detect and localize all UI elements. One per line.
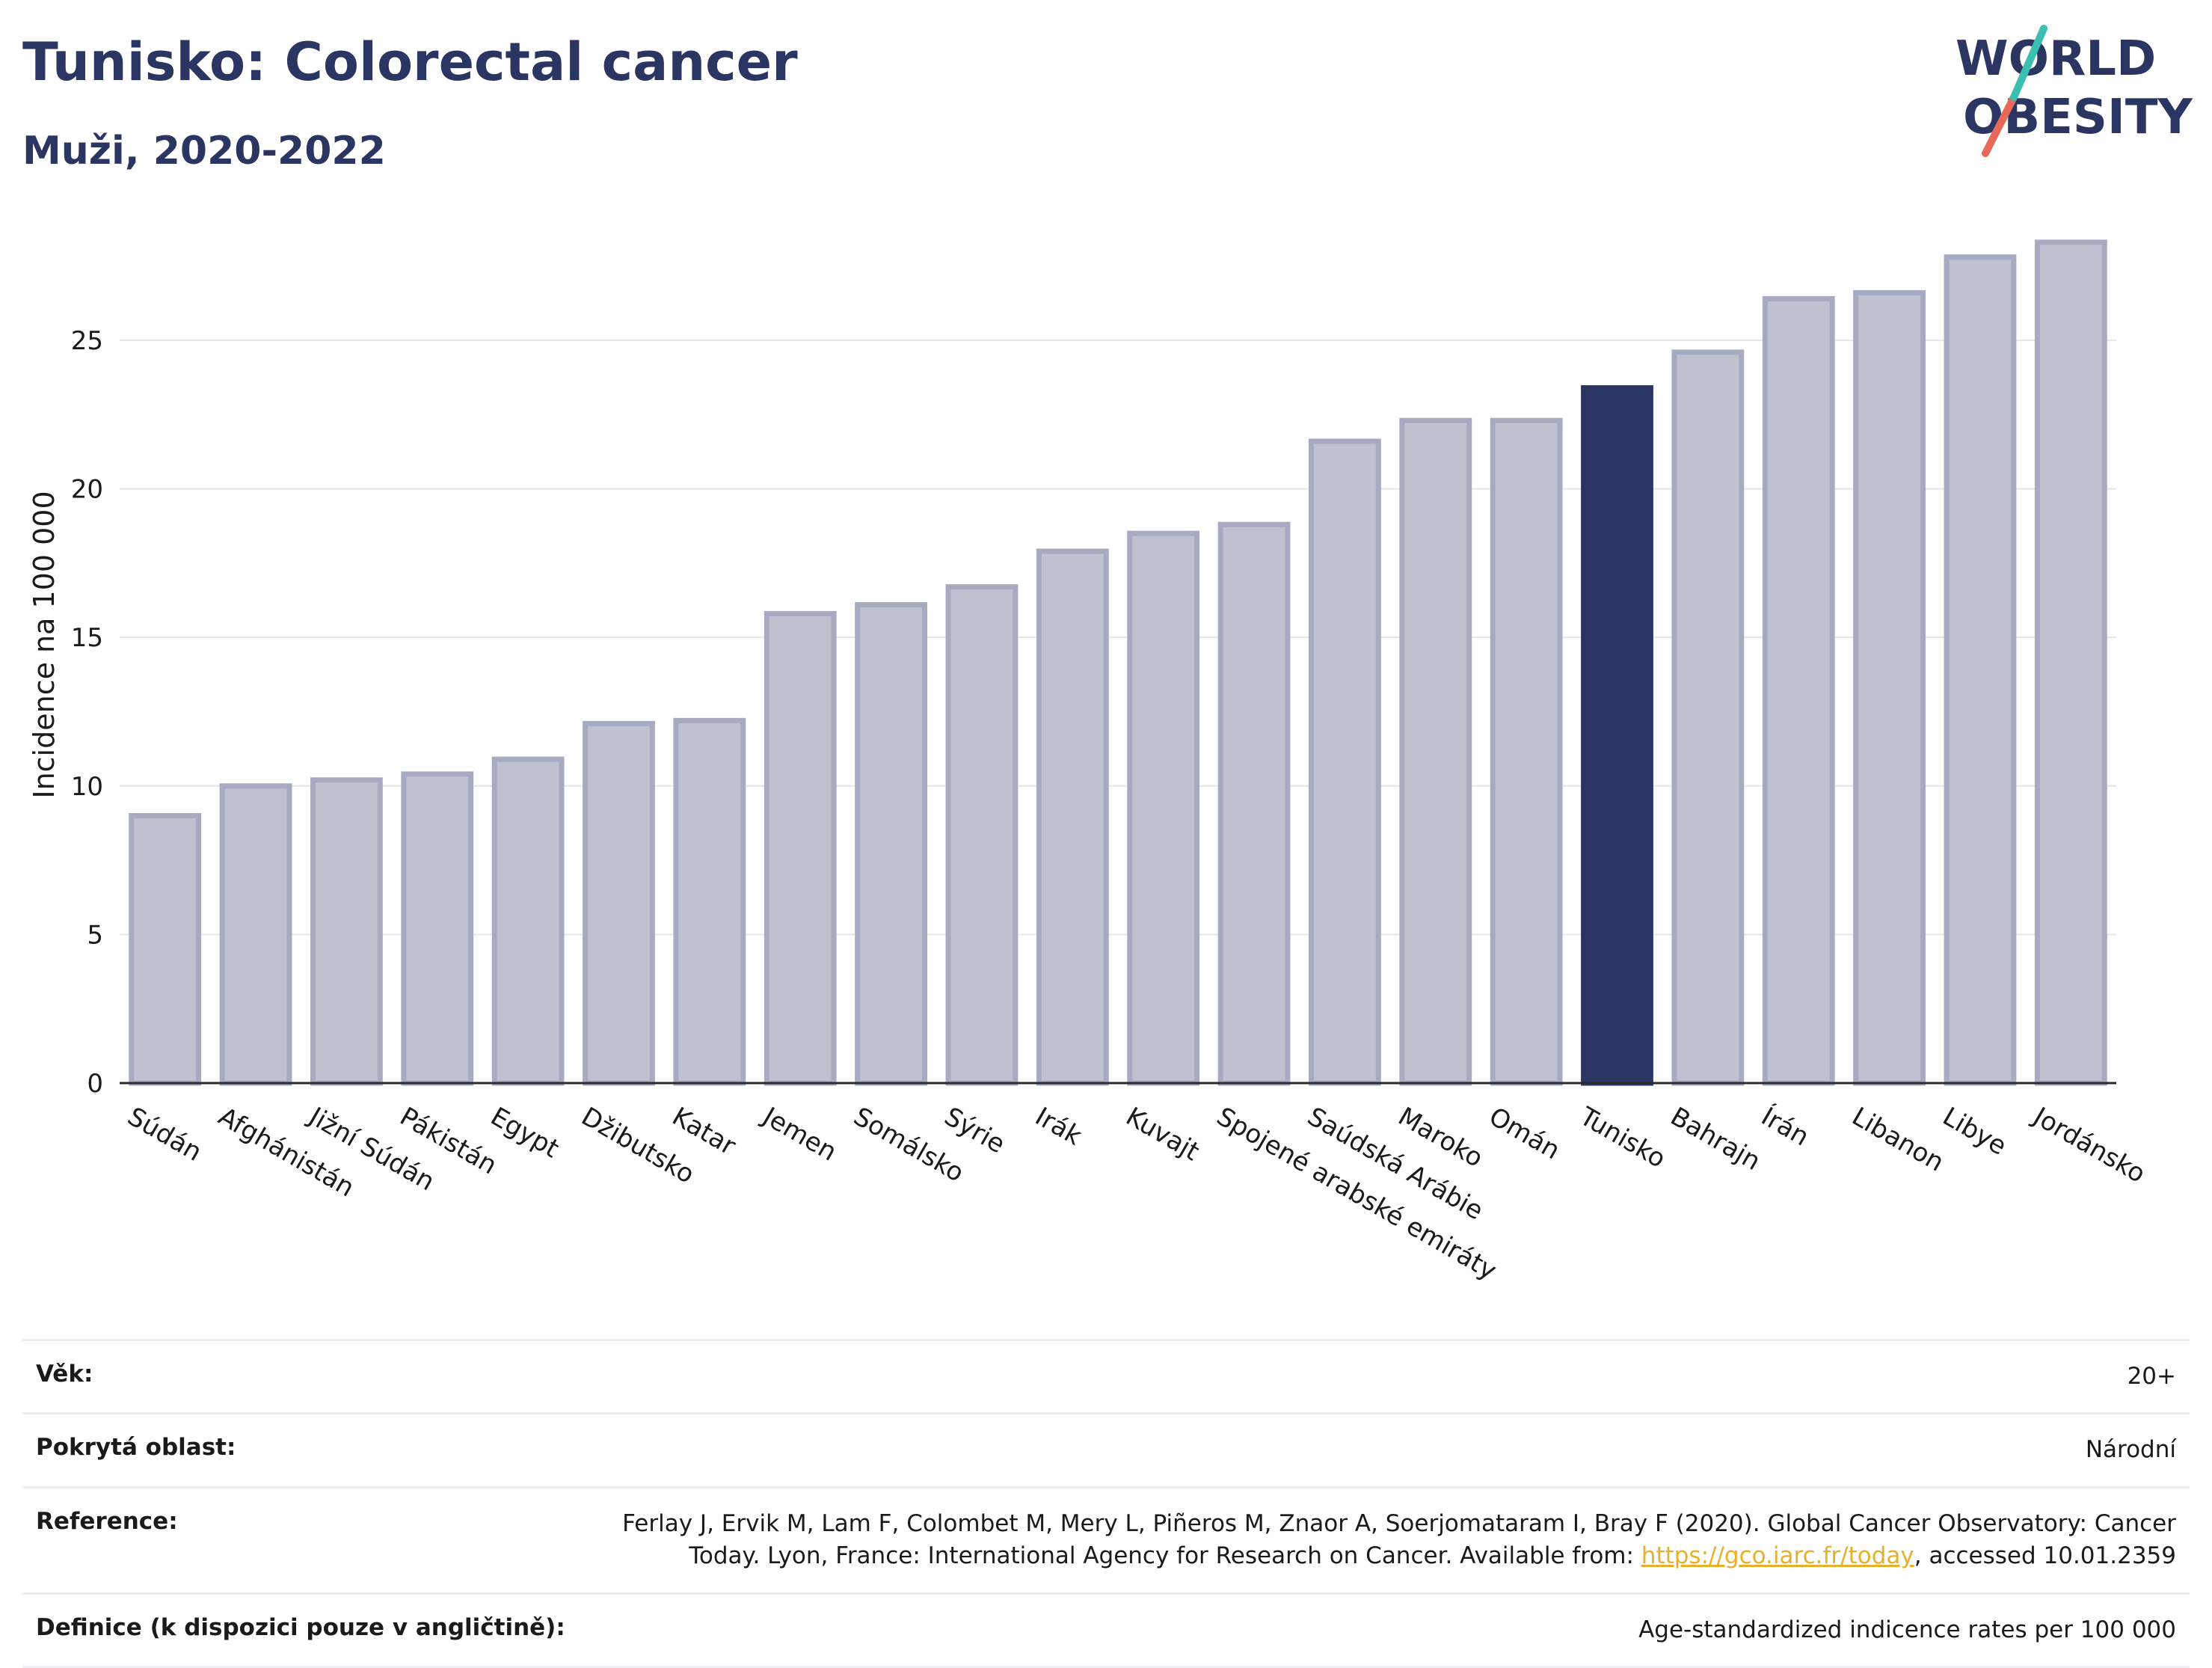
x-tick-label: Irák: [1030, 1102, 1087, 1152]
meta-value: 20+: [2127, 1363, 2176, 1390]
reference-text: Ferlay J, Ervik M, Lam F, Colombet M, Me…: [622, 1509, 2176, 1570]
y-tick-label: 10: [71, 772, 103, 802]
bar: [764, 610, 837, 1086]
x-tick-label: Súdán: [123, 1102, 207, 1168]
bar: [1944, 254, 2017, 1086]
x-tick-label: Írán: [1756, 1101, 1814, 1153]
meta-row-age: Věk: 20+: [22, 1340, 2190, 1414]
meta-value: Ferlay J, Ervik M, Lam F, Colombet M, Me…: [579, 1487, 2190, 1593]
bar: [855, 601, 927, 1086]
y-tick-label: 25: [71, 326, 103, 356]
bar-highlighted: [1581, 384, 1653, 1086]
reference-accessed: , accessed 10.01.2359: [1914, 1542, 2176, 1570]
meta-row-definition: Definice (k dispozici pouze v angličtině…: [22, 1593, 2190, 1667]
bar: [673, 717, 746, 1086]
bar: [129, 812, 202, 1086]
meta-key: Pokrytá oblast:: [36, 1434, 236, 1462]
chart-subtitle: Muži, 2020-2022: [22, 129, 386, 174]
logo-slash-coral: [1982, 93, 2018, 157]
logo-line1: WORLD: [1956, 31, 2156, 87]
chart-title: Tunisko: Colorectal cancer: [22, 31, 798, 93]
x-tick-label: Libanon: [1847, 1102, 1950, 1178]
y-tick-label: 15: [71, 623, 103, 653]
metadata-table: Věk: 20+ Pokrytá oblast: Národní Referen…: [22, 1339, 2190, 1668]
bar: [1853, 289, 1926, 1086]
bar: [1490, 417, 1563, 1086]
bar: [1399, 417, 1472, 1086]
bar: [2034, 239, 2107, 1086]
x-tick-label: Omán: [1484, 1102, 1565, 1166]
x-tick-label: Kuvajt: [1121, 1102, 1205, 1168]
bar: [1671, 349, 1745, 1086]
meta-row-reference: Reference: Ferlay J, Ervik M, Lam F, Col…: [22, 1487, 2190, 1593]
meta-value: Age-standardized indicence rates per 100…: [1638, 1616, 2176, 1643]
x-tick-label: Jemen: [757, 1101, 842, 1168]
reference-link[interactable]: https://gco.iarc.fr/today: [1641, 1542, 1914, 1570]
y-tick-label: 5: [87, 920, 103, 950]
meta-row-coverage: Pokrytá oblast: Národní: [22, 1413, 2190, 1487]
bar: [1036, 548, 1109, 1086]
bar: [1762, 295, 1835, 1086]
bar: [401, 771, 474, 1086]
bar: [583, 720, 655, 1086]
y-tick-label: 20: [71, 475, 103, 505]
bar: [1217, 521, 1291, 1086]
world-obesity-logo: WORLD OBESITY: [1956, 25, 2193, 157]
meta-value: Národní: [2085, 1436, 2176, 1464]
meta-key: Reference:: [36, 1507, 178, 1535]
x-tick-label: Tunisko: [1574, 1101, 1671, 1174]
bar: [1309, 438, 1381, 1086]
bars: [129, 239, 2107, 1086]
x-tick-label: Bahrajn: [1665, 1102, 1766, 1177]
bar: [219, 783, 292, 1086]
logo-slash-teal: [2010, 25, 2047, 101]
meta-key: Definice (k dispozici pouze v angličtině…: [36, 1613, 565, 1641]
bar: [491, 756, 565, 1086]
x-tick-label: Jordánsko: [2027, 1101, 2151, 1189]
bar: [1127, 530, 1200, 1086]
bar: [945, 584, 1019, 1086]
y-axis-title: Incidence na 100 000: [28, 491, 61, 798]
y-tick-label: 0: [87, 1069, 103, 1099]
meta-key: Věk:: [36, 1361, 93, 1388]
bar: [310, 777, 383, 1086]
